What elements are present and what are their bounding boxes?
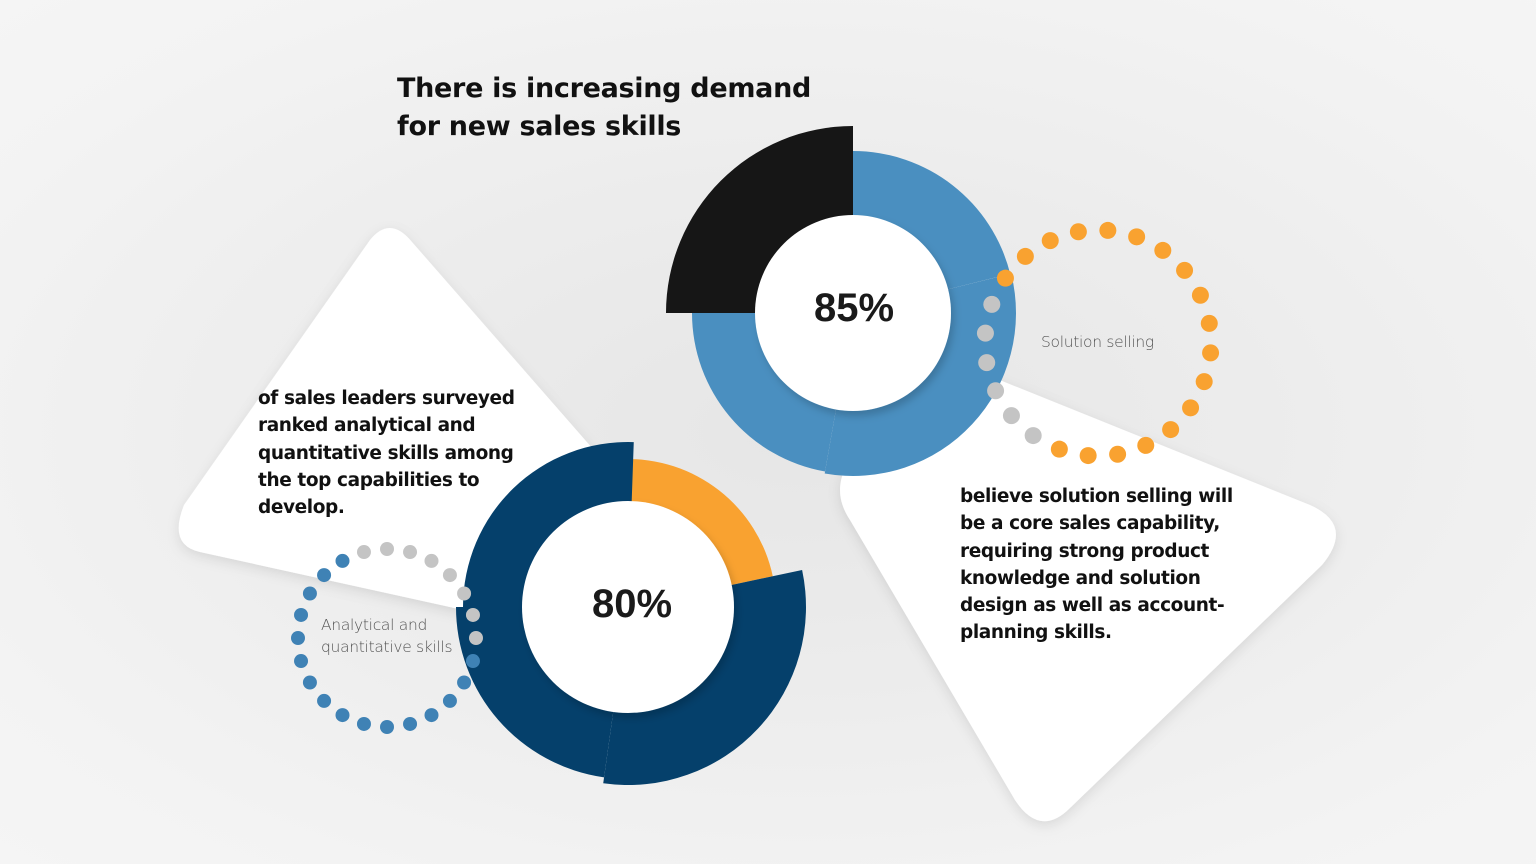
analytical-skills-ring-dot: [335, 708, 350, 723]
solution-selling-ring-dot: [1050, 440, 1068, 458]
solution-selling-ring-dot: [1195, 373, 1213, 391]
solution-selling-ring-dot: [1069, 223, 1087, 241]
analytical-skills-ring-dot: [294, 654, 309, 669]
analytical-skills-ring-dot: [424, 553, 439, 568]
solution-selling-label-text: Solution selling: [1041, 333, 1154, 351]
solution-selling-ring-dot: [1162, 421, 1180, 439]
analytical-skills-ring-dot: [380, 720, 394, 734]
description-line: the top capabilities to: [258, 469, 480, 491]
analytical-skills-donut-segment: [456, 607, 614, 778]
solution-selling-ring-dot: [1079, 447, 1097, 465]
analytical-skills-ring-dot: [465, 654, 480, 669]
analytical-label-line-1: Analytical and: [321, 616, 428, 634]
description-line: of sales leaders surveyed: [258, 388, 515, 409]
solution-selling-label: Solution selling: [1041, 331, 1154, 353]
analytical-skills-donut: [456, 442, 806, 785]
title-line-1: There is increasing demand: [397, 73, 812, 104]
analytical-skills-ring-dot: [335, 553, 350, 568]
solution-selling-donut-segment: [666, 126, 853, 313]
analytical-skills-ring-dot: [424, 708, 439, 723]
analytical-skills-donut-segment: [622, 459, 773, 586]
description-line: planning skills.: [960, 622, 1112, 644]
analytical-skills-ring-dot: [380, 542, 394, 556]
analytical-skills-ring-dot: [294, 607, 309, 622]
analytical-skills-label: Analytical and quantitative skills: [321, 614, 453, 658]
right-card-shape: [840, 347, 1336, 822]
solution-selling-description: believe solution selling will be a core …: [960, 483, 1233, 647]
solution-selling-ring-dot: [1041, 232, 1059, 250]
analytical-skills-ring-dot: [442, 693, 457, 708]
analytical-skills-ring-dot: [317, 568, 332, 583]
analytical-skills-ring-dot: [469, 631, 483, 645]
solution-selling-ring-dot: [1202, 344, 1220, 362]
solution-selling-ring-dot: [1200, 314, 1218, 332]
solution-selling-ring-dot: [1002, 407, 1020, 425]
analytical-skills-ring-dot: [291, 631, 305, 645]
solution-selling-ring-dot: [983, 295, 1001, 313]
solution-selling-ring-dot: [1024, 427, 1042, 445]
analytical-skills-ring-dot: [457, 675, 472, 690]
solution-selling-ring-dot: [1154, 241, 1172, 259]
solution-selling-donut-segment: [824, 273, 1016, 476]
solution-selling-ring-dot: [976, 324, 994, 342]
analytical-skills-ring-dot: [356, 716, 371, 731]
description-line: ranked analytical and: [258, 415, 476, 437]
solution-selling-dot-ring: [976, 221, 1220, 465]
analytical-skills-ring-dot: [356, 545, 371, 560]
solution-selling-ring-dot: [1128, 228, 1146, 246]
solution-selling-ring-dot: [1176, 261, 1194, 279]
solution-selling-ring-dot: [1109, 445, 1127, 463]
analytical-skills-ring-dot: [442, 568, 457, 583]
solution-selling-ring-dot: [978, 354, 996, 372]
analytical-skills-ring-dot: [403, 716, 418, 731]
solution-selling-donut-segment: [692, 313, 837, 472]
page-title: There is increasing demand for new sales…: [397, 70, 817, 146]
description-line: believe solution selling will: [960, 486, 1233, 507]
description-line: requiring strong product: [960, 540, 1209, 562]
solution-selling-ring-dot: [1099, 221, 1117, 239]
description-line: develop.: [258, 497, 345, 519]
solution-selling-ring-dot: [1016, 247, 1034, 265]
solution-selling-donut-center-circle: [755, 215, 951, 411]
description-line: design as well as account-: [960, 595, 1225, 617]
title-line-2: for new sales skills: [397, 111, 682, 142]
solution-selling-ring-dot: [987, 382, 1005, 400]
analytical-skills-donut-center-circle: [522, 501, 734, 713]
analytical-skills-ring-dot: [302, 586, 317, 601]
solution-selling-ring-dot: [1137, 436, 1155, 454]
description-line: be a core sales capability,: [960, 513, 1220, 535]
analytical-skills-description: of sales leaders surveyed ranked analyti…: [258, 385, 515, 521]
solution-selling-donut: [666, 126, 1016, 476]
solution-selling-ring-dot: [996, 269, 1014, 287]
analytical-skills-ring-dot: [465, 607, 480, 622]
solution-selling-donut-segment: [853, 151, 1011, 290]
analytical-skills-ring-dot: [302, 675, 317, 690]
description-line: quantitative skills among: [258, 442, 514, 464]
description-line: knowledge and solution: [960, 567, 1201, 589]
analytical-skills-ring-dot: [457, 586, 472, 601]
analytical-skills-ring-dot: [317, 693, 332, 708]
solution-selling-percentage: 85%: [813, 286, 895, 330]
analytical-skills-donut-segment: [463, 442, 634, 607]
analytical-skills-dot-ring: [291, 542, 483, 734]
analytical-label-line-2: quantitative skills: [321, 638, 453, 656]
analytical-skills-percentage: 80%: [591, 582, 673, 626]
solution-selling-ring-dot: [1182, 399, 1200, 417]
solution-selling-ring-dot: [1191, 286, 1209, 304]
analytical-skills-ring-dot: [403, 545, 418, 560]
